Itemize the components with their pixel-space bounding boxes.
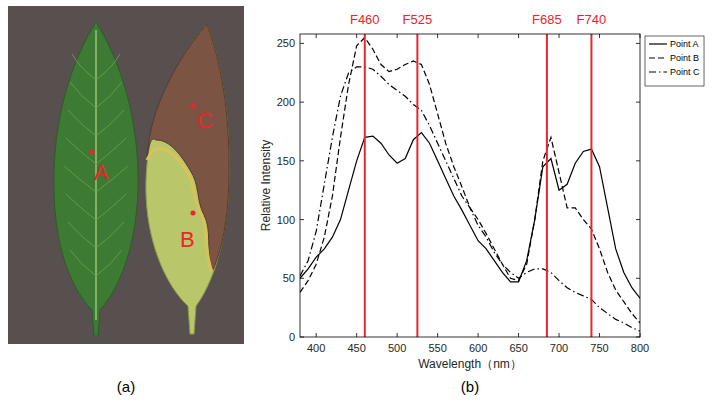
x-tick [599, 34, 600, 38]
legend-swatch [649, 57, 667, 58]
leaf-vein [64, 166, 96, 192]
leaf-vein [66, 138, 96, 164]
y-tick-label: 250 [277, 37, 295, 49]
diseased-leaf [146, 24, 229, 334]
point-dot [191, 104, 196, 109]
necrotic-area [147, 24, 229, 272]
figure: A B C (a) 400 450 500 550 600 650 700 750 800 0 50 100 1… [0, 0, 715, 401]
y-axis-title: Relative Intensity [259, 140, 273, 231]
y-tick-label: 100 [277, 214, 295, 226]
legend-label: Point A [670, 39, 699, 49]
x-tick [478, 333, 479, 337]
x-tick [559, 34, 560, 38]
leaf-vein [68, 110, 96, 136]
x-tick [356, 333, 357, 337]
series-line [300, 67, 640, 331]
x-tick [599, 333, 600, 337]
annotation-line [416, 34, 418, 337]
y-tick-label: 50 [283, 272, 295, 284]
x-tick [316, 34, 317, 38]
annotation-label: F685 [532, 12, 562, 27]
x-tick-label: 400 [307, 342, 325, 354]
x-tick [437, 34, 438, 38]
y-tick [636, 43, 640, 44]
x-tick-label: 450 [347, 342, 365, 354]
leaf-vein [72, 54, 96, 80]
x-tick [518, 34, 519, 38]
x-tick-label: 550 [428, 342, 446, 354]
x-tick [397, 34, 398, 38]
y-tick [636, 219, 640, 220]
point-dot [191, 211, 196, 216]
x-tick [559, 333, 560, 337]
annotation-line [546, 34, 548, 337]
x-tick-label: 800 [631, 342, 649, 354]
legend-swatch [649, 71, 667, 72]
y-tick [300, 160, 304, 161]
y-tick [636, 102, 640, 103]
lines [300, 38, 640, 332]
panel-caption: (b) [461, 378, 479, 395]
leaf-vein [70, 82, 96, 108]
healthy-leaf [54, 22, 138, 336]
legend-label: Point B [670, 53, 699, 63]
y-tick-label: 150 [277, 155, 295, 167]
plot-area [300, 34, 640, 337]
leaf-vein [96, 110, 124, 136]
chlorotic-margin [147, 149, 212, 272]
x-tick [356, 34, 357, 38]
series-line [300, 133, 640, 299]
x-tick [437, 333, 438, 337]
photo-background [8, 6, 244, 344]
leaf-vein [68, 222, 96, 248]
photo-panel: A B C [8, 6, 244, 344]
point-dot [90, 150, 95, 155]
leaf-vein [66, 194, 96, 220]
y-tick [300, 43, 304, 44]
x-tick [478, 34, 479, 38]
y-tick [300, 102, 304, 103]
x-tick-label: 500 [388, 342, 406, 354]
series-line [300, 38, 640, 323]
axes: 400 450 500 550 600 650 700 750 800 0 50 100 150 200 2… [259, 34, 649, 371]
legend-box [645, 36, 704, 86]
point-label: A [94, 160, 109, 185]
x-tick [316, 333, 317, 337]
panel-caption: (a) [117, 378, 135, 395]
leaf-vein [96, 54, 120, 80]
y-tick-label: 0 [289, 331, 295, 343]
annotation-label: F525 [403, 12, 433, 27]
leaf-vein [70, 250, 96, 276]
x-tick [518, 333, 519, 337]
legend-label: Point C [670, 67, 700, 77]
leaf-vein [96, 82, 122, 108]
point-label: C [197, 108, 213, 133]
annotation-label: F740 [577, 12, 607, 27]
point-label: B [180, 227, 195, 252]
leaf-vein [96, 250, 122, 276]
x-tick-label: 600 [469, 342, 487, 354]
x-tick [397, 333, 398, 337]
annotation-line [590, 34, 592, 337]
leaf-vein [96, 222, 124, 248]
y-tick [636, 278, 640, 279]
x-axis-title: Wavelength（nm） [418, 357, 522, 371]
annotation-line [364, 34, 366, 337]
y-tick [300, 219, 304, 220]
x-tick-label: 700 [550, 342, 568, 354]
leaf-vein [96, 194, 126, 220]
x-tick-label: 750 [590, 342, 608, 354]
plot-frame [300, 34, 640, 337]
x-tick-label: 650 [509, 342, 527, 354]
y-tick-label: 200 [277, 96, 295, 108]
legend-swatch [649, 43, 667, 44]
annotation-label: F460 [350, 12, 380, 27]
legend: Point A Point B Point C [645, 36, 704, 86]
annotations: F460 F525 F685 F740 [350, 12, 606, 337]
y-tick [636, 160, 640, 161]
